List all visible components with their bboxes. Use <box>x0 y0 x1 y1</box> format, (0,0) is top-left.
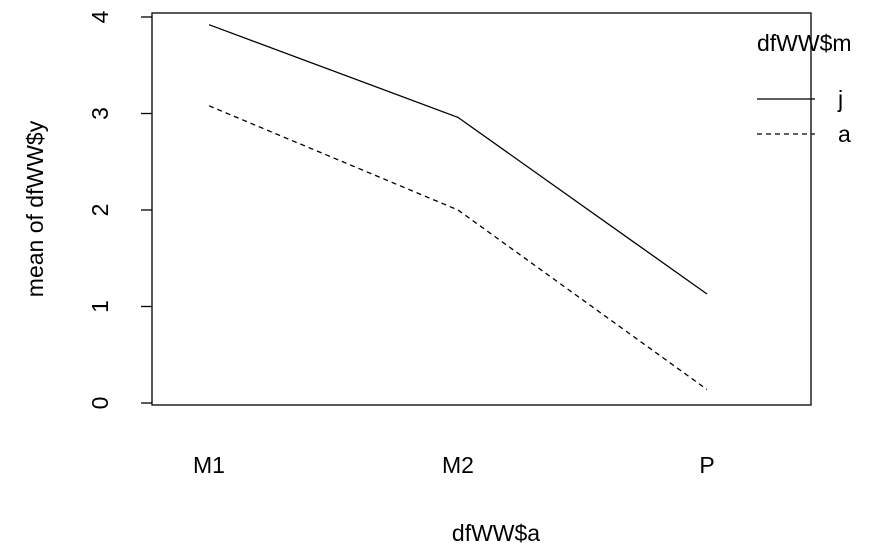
series-layer <box>208 24 708 391</box>
plot-frame <box>151 12 812 406</box>
legend-label-j: j <box>837 86 843 112</box>
series-line-j <box>208 24 708 295</box>
y-tick-label: 0 <box>87 397 113 410</box>
legend-title: dfWW$m <box>757 30 852 56</box>
y-tick-label: 3 <box>87 107 113 120</box>
x-tick-label: M1 <box>193 452 225 478</box>
y-tick-label: 2 <box>87 204 113 217</box>
y-axis-label: mean of dfWW$y <box>22 120 48 297</box>
x-tick-label: M2 <box>442 452 474 478</box>
y-axis: 0 1 2 3 4 <box>87 10 152 409</box>
y-tick-label: 1 <box>87 300 113 313</box>
x-tick-label: P <box>699 452 714 478</box>
y-tick-label: 4 <box>87 10 113 23</box>
x-axis-label: dfWW$a <box>452 520 540 546</box>
legend: dfWW$m ja <box>757 30 852 147</box>
legend-label-a: a <box>838 121 851 147</box>
x-axis: M1 M2 P <box>193 452 715 478</box>
